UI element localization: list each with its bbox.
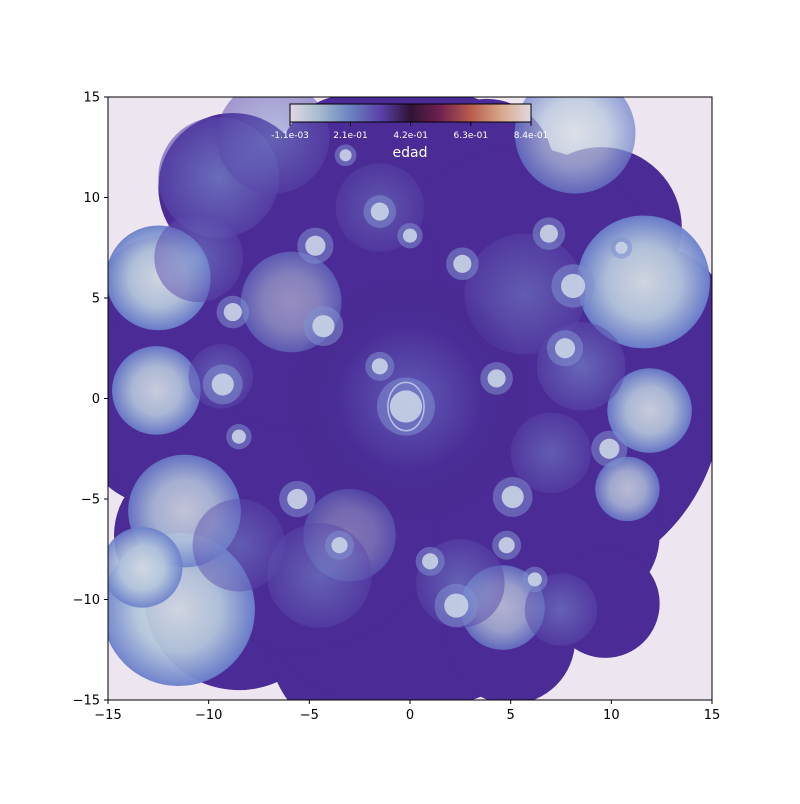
x-tick-label: 5: [507, 708, 515, 723]
colorbar-tick-label: 8.4e-01: [514, 131, 549, 141]
y-axis: −15 −10 −5 0 5 10 15: [73, 91, 108, 709]
colorbar-tick-label: 4.2e-01: [393, 131, 428, 141]
colorbar-tick-label: -1.1e-03: [271, 131, 309, 141]
x-tick-label: −10: [195, 708, 222, 723]
x-axis: −15 −10 −5 0 5 10 15: [94, 700, 720, 723]
x-tick-label: 0: [406, 708, 414, 723]
x-tick-label: −5: [300, 708, 319, 723]
y-tick-label: 10: [83, 191, 100, 206]
heatmap-image: [108, 97, 712, 700]
x-tick-label: −15: [94, 708, 121, 723]
y-tick-label: −15: [73, 694, 100, 709]
colorbar-tick-label: 6.3e-01: [454, 131, 489, 141]
colorbar-gradient: [289, 103, 532, 123]
colorbar: -1.1e-03 2.1e-01 4.2e-01 6.3e-01 8.4e-01 eda…: [271, 103, 548, 161]
colorbar-ticks: -1.1e-03 2.1e-01 4.2e-01 6.3e-01 8.4e-01: [271, 122, 548, 141]
colorbar-label: edad: [393, 145, 428, 161]
y-tick-label: −10: [73, 593, 100, 608]
colorbar-tick-label: 2.1e-01: [333, 131, 368, 141]
y-tick-label: 5: [92, 292, 100, 307]
x-tick-label: 15: [704, 708, 721, 723]
y-tick-label: −5: [81, 493, 100, 508]
x-tick-label: 10: [603, 708, 620, 723]
y-tick-label: 0: [92, 392, 100, 407]
y-tick-label: 15: [83, 91, 100, 106]
